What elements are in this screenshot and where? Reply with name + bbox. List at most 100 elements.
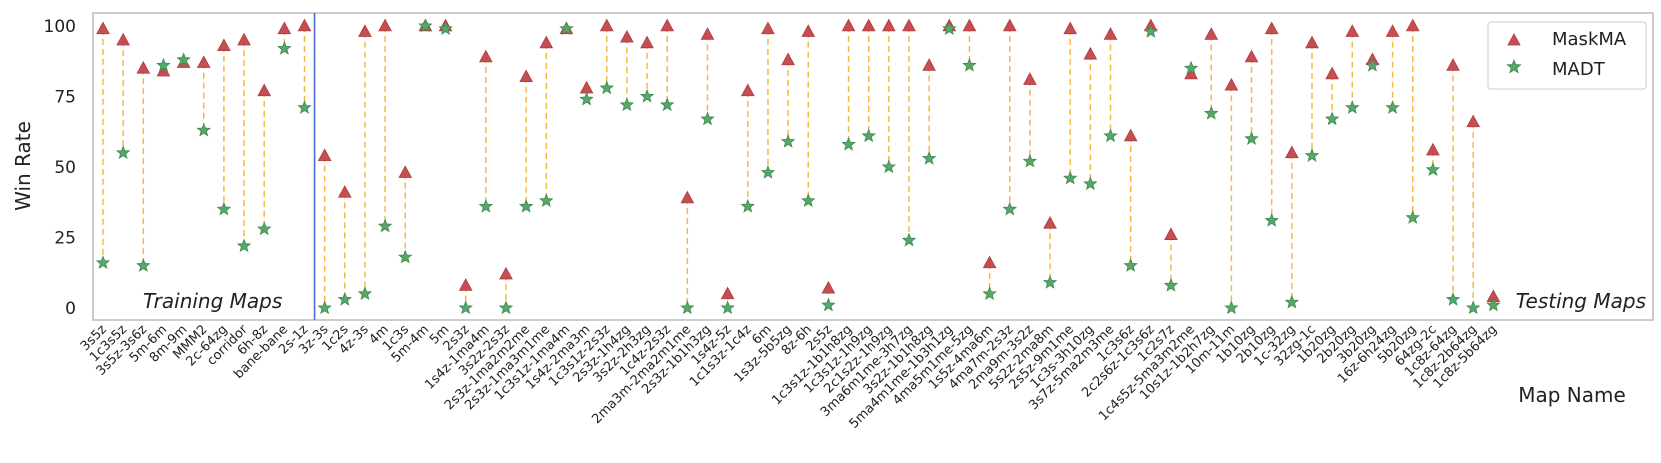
madt-point xyxy=(1365,57,1380,72)
maskma-point xyxy=(337,185,352,198)
legend-label-maskma: MaskMA xyxy=(1552,29,1627,50)
madt-point xyxy=(1002,201,1017,216)
maskma-point xyxy=(660,18,675,32)
madt-point xyxy=(337,291,353,306)
madt-point xyxy=(438,21,453,35)
madt-point xyxy=(639,88,655,103)
maskma-point xyxy=(1466,114,1481,128)
madt-point xyxy=(1284,294,1300,309)
maskma-point xyxy=(861,18,876,32)
maskma-point xyxy=(841,18,856,32)
madt-point xyxy=(1465,300,1481,315)
y-axis-label: Win Rate xyxy=(11,121,35,211)
madt-point xyxy=(1022,153,1038,168)
madt-point xyxy=(801,193,816,207)
madt-point xyxy=(136,258,151,272)
maskma-point xyxy=(479,49,493,63)
madt-point xyxy=(498,300,514,315)
madt-point xyxy=(740,198,756,213)
maskma-point xyxy=(1305,35,1319,49)
madt-point xyxy=(962,57,977,72)
y-tick-label: 25 xyxy=(54,229,76,249)
madt-point xyxy=(1062,170,1078,185)
madt-point xyxy=(115,145,131,160)
maskma-point xyxy=(1285,145,1299,159)
maskma-point xyxy=(358,24,372,37)
maskma-point xyxy=(257,83,272,97)
madt-point xyxy=(317,300,332,315)
maskma-point xyxy=(740,83,755,97)
madt-point xyxy=(659,97,675,112)
maskma-point xyxy=(297,18,312,32)
madt-point xyxy=(418,18,433,33)
madt-point xyxy=(297,100,312,114)
madt-point xyxy=(1143,24,1159,38)
madt-point xyxy=(156,57,171,72)
madt-point xyxy=(478,198,494,213)
maskma-point xyxy=(579,80,594,94)
maskma-point xyxy=(1083,46,1098,60)
madt-point xyxy=(982,286,997,301)
maskma-point xyxy=(196,55,211,68)
maskma-point xyxy=(237,32,251,46)
madt-point xyxy=(1445,291,1461,306)
maskma-point xyxy=(1123,128,1138,142)
madt-point xyxy=(901,232,917,247)
maskma-point xyxy=(136,60,151,74)
maskma-point xyxy=(1325,66,1339,80)
stems-group xyxy=(102,26,1495,308)
maskma-point xyxy=(1244,49,1259,63)
madt-point xyxy=(1486,297,1501,312)
maskma-point xyxy=(1002,18,1017,32)
maskma-point xyxy=(680,190,695,204)
madt-point xyxy=(1183,60,1199,75)
madt-point xyxy=(861,128,876,143)
maskma-point xyxy=(599,18,614,32)
madt-point xyxy=(1324,111,1340,126)
maskma-point xyxy=(499,266,513,280)
legend-marker-maskma xyxy=(1507,33,1521,46)
maskma-point xyxy=(317,148,332,161)
y-tick-label: 0 xyxy=(65,299,76,319)
madt-point xyxy=(579,91,594,106)
madt-point xyxy=(1042,275,1058,289)
maskma-point xyxy=(398,165,413,178)
madt-point xyxy=(1304,148,1320,162)
madt-point xyxy=(95,255,111,270)
madt-point xyxy=(1204,105,1219,120)
madt-point xyxy=(1405,210,1420,224)
madt-point xyxy=(277,40,292,55)
madt-point xyxy=(1244,131,1259,145)
maskma-point xyxy=(519,69,533,83)
maskma-point xyxy=(1023,72,1037,85)
maskma-point xyxy=(962,18,977,32)
madt-point xyxy=(559,21,574,35)
madt-point xyxy=(1425,162,1441,176)
maskma-point xyxy=(700,27,715,40)
madt-point xyxy=(881,159,897,174)
maskma-point xyxy=(640,35,654,49)
maskma-point xyxy=(1204,27,1219,40)
x-ticks: 3s5z1c3s5z3s5z-3s6z5m-6m8m-9mMMM22c-64zg… xyxy=(78,322,1500,432)
y-ticks: 0 25 50 75 100 xyxy=(44,17,76,319)
madt-point xyxy=(680,300,695,315)
madt-point xyxy=(1385,100,1400,114)
maskma-point xyxy=(761,21,775,35)
maskma-point xyxy=(1043,216,1057,229)
madt-point xyxy=(1345,100,1360,114)
maskma-point xyxy=(1264,21,1279,35)
maskma-point xyxy=(781,52,795,66)
madt-point xyxy=(357,286,373,301)
maskma-point xyxy=(1164,227,1178,240)
madt-point xyxy=(1123,258,1138,272)
maskma-point xyxy=(378,18,392,32)
y-tick-label: 75 xyxy=(54,88,76,108)
maskma-point xyxy=(1103,27,1118,40)
maskma-point xyxy=(902,18,916,32)
madt-point xyxy=(216,201,232,216)
madt-point xyxy=(256,221,272,236)
maskma-point xyxy=(96,21,110,35)
madt-point xyxy=(377,218,393,233)
madt-point xyxy=(176,52,191,66)
